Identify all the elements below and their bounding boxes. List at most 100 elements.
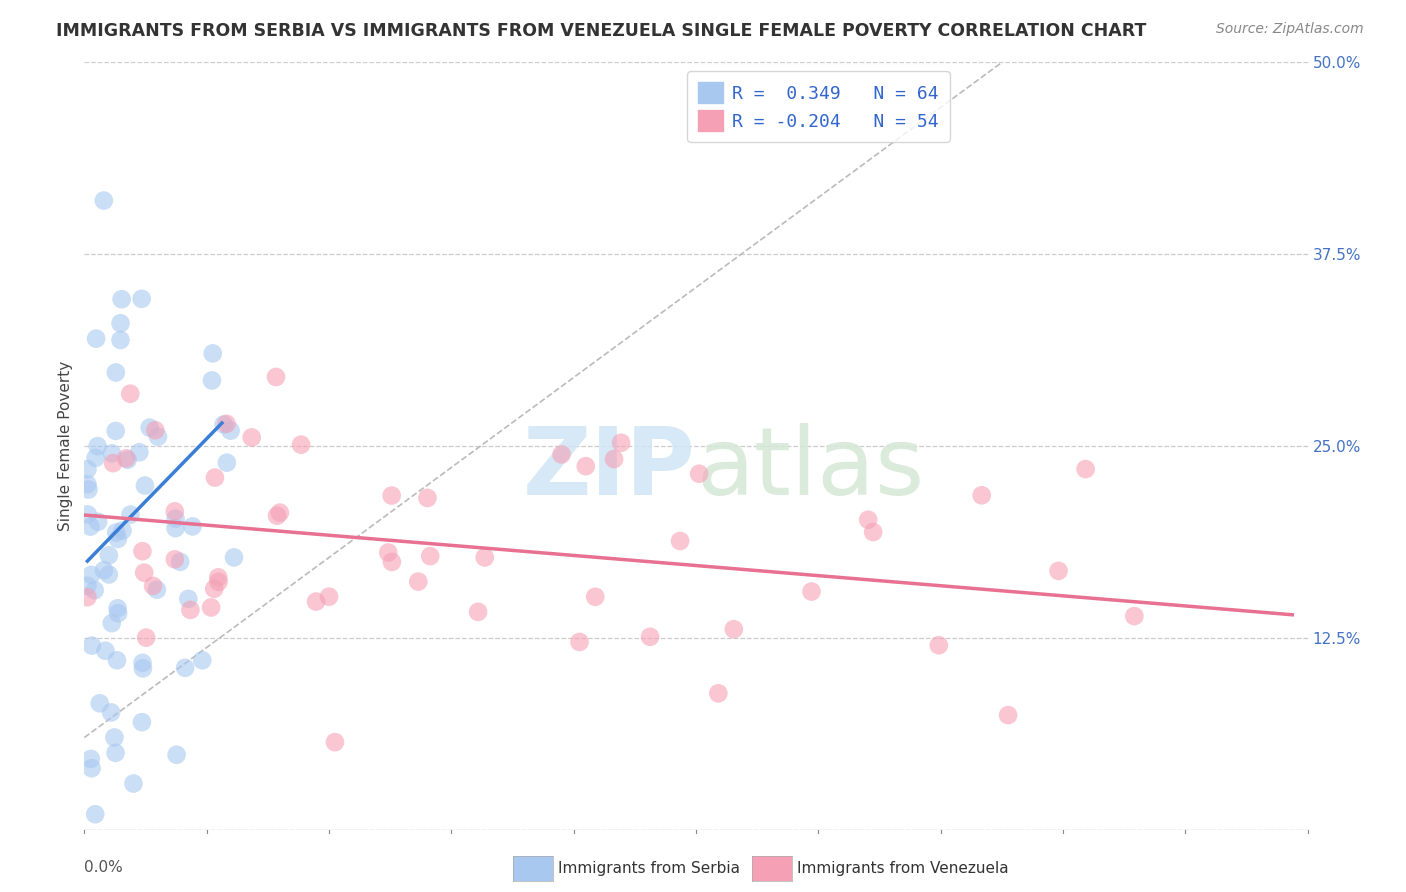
Point [111,524,134,538]
Point [80,639,103,653]
Point [204,470,226,484]
Point [120,508,142,522]
Point [688,467,710,481]
Point [174,661,197,675]
Point [115,451,138,466]
Point [80,752,103,766]
Text: Source: ZipAtlas.com: Source: ZipAtlas.com [1216,22,1364,37]
Point [290,438,312,452]
Point [215,417,238,431]
Point [970,488,993,502]
Point [169,555,191,569]
Point [568,635,591,649]
Point [166,747,188,762]
Point [131,656,153,670]
Point [120,386,142,401]
Point [575,459,598,474]
Point [76,462,98,476]
Y-axis label: Single Female Poverty: Single Female Poverty [58,361,73,531]
Point [707,686,730,700]
Point [723,622,745,636]
Point [76,508,98,522]
Point [138,420,160,434]
Point [87,515,110,529]
Point [179,603,201,617]
Point [76,590,98,604]
Point [117,452,139,467]
Point [100,616,122,631]
Point [134,478,156,492]
Text: IMMIGRANTS FROM SERBIA VS IMMIGRANTS FROM VENEZUELA SINGLE FEMALE POVERTY CORREL: IMMIGRANTS FROM SERBIA VS IMMIGRANTS FRO… [56,22,1147,40]
Point [77,483,100,497]
Point [101,446,124,460]
Point [79,519,101,533]
Point [135,631,157,645]
Point [264,370,287,384]
Point [202,582,225,596]
Point [105,653,128,667]
Point [93,194,115,208]
Point [103,731,125,745]
Point [219,424,242,438]
Point [105,525,128,540]
Point [111,292,134,306]
Point [107,601,129,615]
Point [104,746,127,760]
Point [212,417,235,432]
Point [107,606,129,620]
Point [131,292,153,306]
Point [97,567,120,582]
Point [181,519,204,533]
Point [416,491,439,505]
Point [856,513,879,527]
Point [191,653,214,667]
Point [550,447,572,461]
Text: ZIP: ZIP [523,423,696,515]
Point [100,706,122,720]
Point [800,584,823,599]
Text: 0.0%: 0.0% [84,860,124,875]
Point [146,582,169,597]
Text: Immigrants from Serbia: Immigrants from Serbia [558,862,740,876]
Point [110,316,132,330]
Point [474,550,496,565]
Point [419,549,441,563]
Point [207,574,229,589]
Point [305,594,328,608]
Point [610,435,633,450]
Point [122,776,145,790]
Point [84,807,107,822]
Point [862,524,884,539]
Legend: R =  0.349   N = 64, R = -0.204   N = 54: R = 0.349 N = 64, R = -0.204 N = 54 [688,71,949,142]
Point [207,570,229,584]
Point [997,708,1019,723]
Point [110,333,132,347]
Text: atlas: atlas [696,423,924,515]
Point [406,574,429,589]
Point [377,545,399,559]
Point [84,450,107,465]
Point [1047,564,1070,578]
Point [132,661,155,675]
Point [104,424,127,438]
Point [201,373,224,387]
Point [94,644,117,658]
Point [200,600,222,615]
Point [165,521,187,535]
Point [1074,462,1097,476]
Point [97,549,120,563]
Point [467,605,489,619]
Point [583,590,606,604]
Point [131,544,153,558]
Point [323,735,346,749]
Point [76,579,98,593]
Point [215,456,238,470]
Point [669,533,692,548]
Point [89,696,111,710]
Point [603,452,626,467]
Text: Immigrants from Venezuela: Immigrants from Venezuela [797,862,1010,876]
Point [318,590,340,604]
Point [107,532,129,546]
Point [269,506,291,520]
Point [134,566,156,580]
